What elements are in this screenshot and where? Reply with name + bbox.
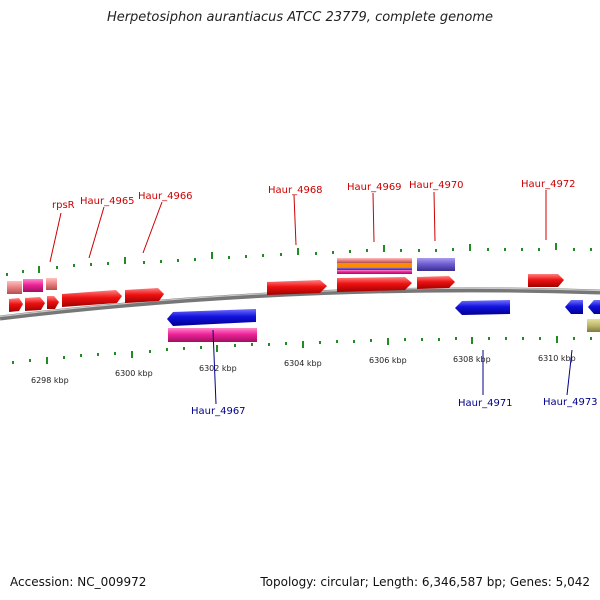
gene-label-haur-4965[interactable]: Haur_4965 [80, 196, 135, 207]
gene-arrow-haur-4972[interactable] [528, 274, 564, 287]
feature-salmon[interactable] [337, 258, 412, 263]
feature-pink[interactable] [168, 328, 257, 342]
tick-label: 6310 kbp [538, 354, 576, 363]
gene-arrow[interactable] [47, 296, 59, 309]
feature-orange[interactable] [337, 263, 412, 267]
gene-arrow-haur-4971[interactable] [455, 300, 510, 315]
tick-label: 6304 kbp [284, 359, 322, 368]
gene-arrow-haur-4970[interactable] [417, 276, 455, 289]
feature-salmon[interactable] [46, 278, 57, 290]
gene-label-haur-4970[interactable]: Haur_4970 [409, 180, 464, 191]
reverse-tick-row [12, 336, 592, 364]
gene-arrow-haur-4966[interactable] [125, 288, 164, 303]
map-title: Herpetosiphon aurantiacus ATCC 23779, co… [106, 10, 494, 25]
gene-label-haur-4971[interactable]: Haur_4971 [458, 398, 513, 409]
feature-purple[interactable] [337, 267, 412, 270]
reverse-genes [167, 300, 600, 342]
gene-label-haur-4968[interactable]: Haur_4968 [268, 185, 323, 196]
forward-genes [7, 258, 564, 312]
forward-label-lines [49, 190, 547, 263]
gene-arrow-haur-4967[interactable] [167, 309, 256, 326]
forward-gene-labels: rpsR Haur_4965 Haur_4966 Haur_4968 Haur_… [52, 179, 576, 211]
topology-text: Topology: circular; Length: 6,346,587 bp… [260, 575, 590, 589]
tick-label: 6298 kbp [31, 376, 69, 385]
gene-arrow-haur-4968[interactable] [267, 280, 327, 295]
tick-label: 6300 kbp [115, 369, 153, 378]
feature-salmon[interactable] [7, 281, 22, 294]
feature-pink[interactable] [23, 279, 43, 292]
feature-purple[interactable] [417, 258, 455, 271]
gene-arrow-haur-4973[interactable] [565, 300, 583, 314]
gene-arrow[interactable] [588, 300, 600, 314]
gene-arrow-haur-4969[interactable] [337, 277, 412, 292]
tick-label: 6302 kbp [199, 364, 237, 373]
gene-label-rpsr[interactable]: rpsR [52, 200, 75, 211]
forward-tick-row [6, 243, 592, 276]
gene-label-haur-4972[interactable]: Haur_4972 [521, 179, 576, 190]
reverse-gene-labels: Haur_4967 Haur_4971 Haur_4973 [191, 397, 598, 417]
gene-label-haur-4966[interactable]: Haur_4966 [138, 191, 193, 202]
reverse-label-lines [212, 329, 573, 405]
tick-label: 6308 kbp [453, 355, 491, 364]
gene-arrow[interactable] [9, 298, 23, 312]
gene-arrow-haur-4965[interactable] [62, 290, 122, 307]
gene-arrow[interactable] [25, 297, 45, 311]
gene-label-haur-4973[interactable]: Haur_4973 [543, 397, 598, 408]
accession-text: Accession: NC_009972 [10, 575, 147, 589]
feature-olive[interactable] [587, 319, 600, 332]
gene-label-haur-4967[interactable]: Haur_4967 [191, 406, 246, 417]
gene-label-haur-4969[interactable]: Haur_4969 [347, 182, 402, 193]
tick-label: 6306 kbp [369, 356, 407, 365]
feature-pink[interactable] [337, 270, 412, 274]
tick-labels: 6298 kbp 6300 kbp 6302 kbp 6304 kbp 6306… [31, 354, 576, 385]
